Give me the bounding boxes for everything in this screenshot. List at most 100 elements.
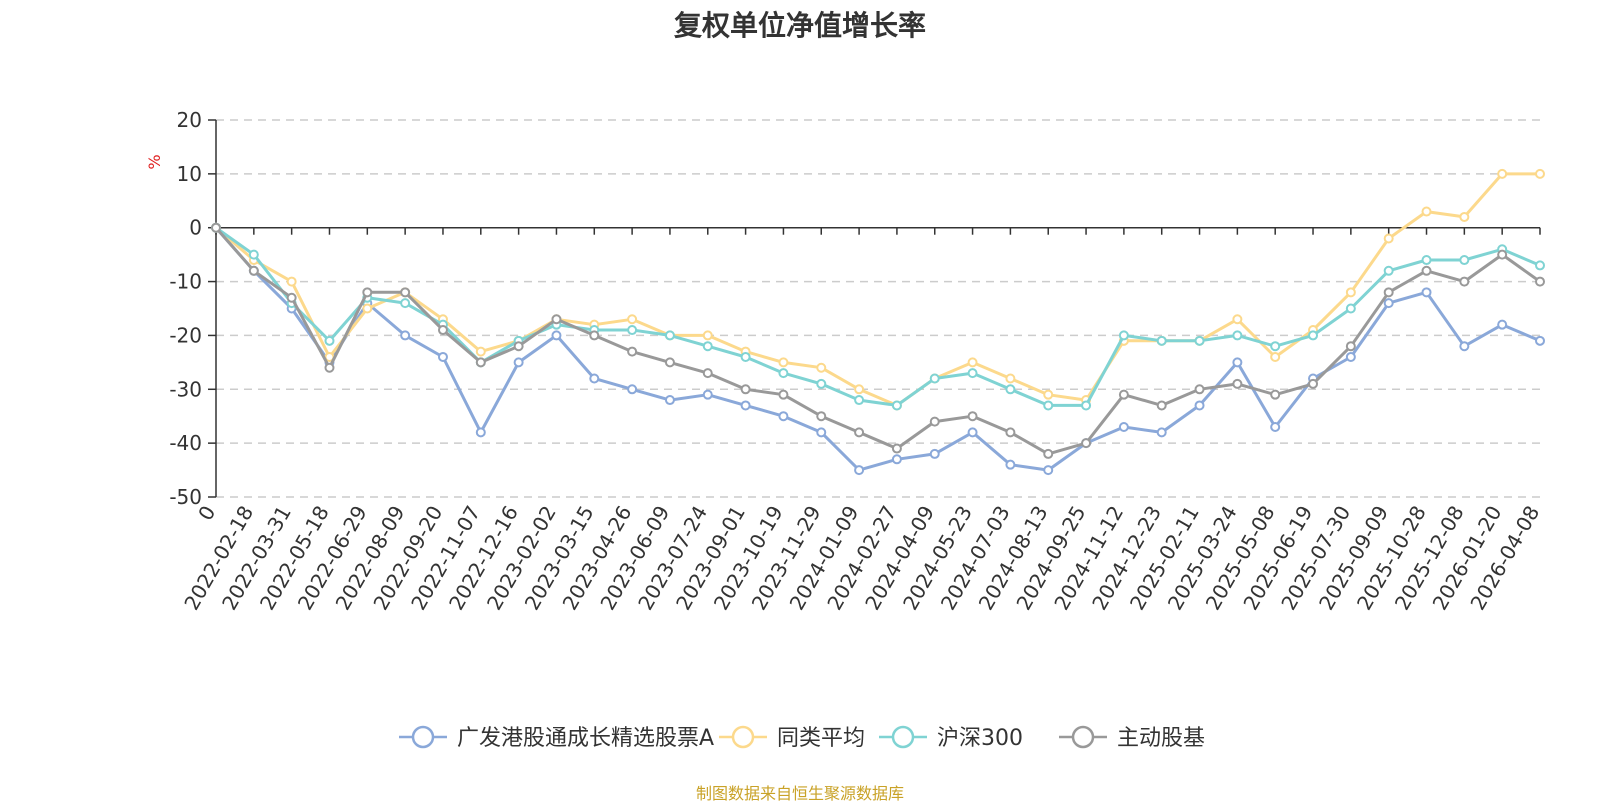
y-tick-label: -40 — [169, 431, 202, 455]
series-1-point — [702, 389, 713, 400]
series-4-point — [589, 330, 600, 341]
series-1-point — [627, 384, 638, 395]
series-4-point — [400, 287, 411, 298]
legend-label-2: 同类平均 — [777, 726, 865, 751]
series-4-point — [740, 384, 751, 395]
series-3-point — [929, 373, 940, 384]
grid-lines — [216, 119, 1540, 498]
series-1-point — [513, 357, 524, 368]
series-4-point — [1081, 438, 1092, 449]
series-3-point — [1459, 255, 1470, 266]
legend: 广发港股通成长精选股票A 同类平均 沪深300 主动股基 — [399, 725, 1205, 751]
series-line-3 — [215, 226, 1541, 407]
series-1-point — [664, 395, 675, 406]
series-2-point — [816, 362, 827, 373]
series-3-point — [248, 249, 259, 260]
series-2-point — [702, 330, 713, 341]
series-2-point — [1232, 314, 1243, 325]
series-2-point — [854, 384, 865, 395]
series-2-point — [1270, 351, 1281, 362]
legend-swatch-marker — [411, 725, 435, 749]
y-tick-label: 20 — [177, 108, 202, 132]
series-1-point — [1497, 319, 1508, 330]
series-3-point — [324, 335, 335, 346]
series-line-2 — [215, 172, 1540, 407]
series-4-point — [513, 341, 524, 352]
series-1-point — [854, 465, 865, 476]
y-tick-label: -30 — [169, 377, 202, 401]
series-4-point — [1194, 384, 1205, 395]
series-lines — [211, 168, 1545, 476]
series-2-point — [286, 276, 297, 287]
series-3-point — [1156, 335, 1167, 346]
series-3-point — [854, 395, 865, 406]
series-4-point — [664, 357, 675, 368]
x-tick-label: 0 — [193, 502, 220, 525]
series-2-point — [1421, 206, 1432, 217]
series-3-point — [1308, 330, 1319, 341]
series-2-point — [627, 314, 638, 325]
series-3-point — [1383, 265, 1394, 276]
series-2-point — [1497, 168, 1508, 179]
series-1-point — [1194, 400, 1205, 411]
series-2-point — [1383, 233, 1394, 244]
series-4-point — [362, 287, 373, 298]
series-4-point — [854, 427, 865, 438]
series-3-point — [740, 351, 751, 362]
y-tick-label: 10 — [177, 162, 202, 186]
legend-swatch-marker — [1071, 725, 1095, 749]
series-2-point — [778, 357, 789, 368]
series-1-point — [1118, 421, 1129, 432]
series-1-point — [967, 427, 978, 438]
legend-swatch-marker — [891, 725, 915, 749]
series-3-point — [1232, 330, 1243, 341]
series-3-point — [1535, 260, 1545, 271]
series-3-point — [1005, 384, 1016, 395]
series-3-point — [702, 341, 713, 352]
series-1-point — [1535, 335, 1545, 346]
series-3-point — [1194, 335, 1205, 346]
legend-swatch-marker — [731, 725, 755, 749]
series-1-point — [816, 427, 827, 438]
series-1-point — [1005, 459, 1016, 470]
series-4-point — [437, 325, 448, 336]
y-tick-label: 0 — [189, 216, 202, 240]
series-1-point — [1156, 427, 1167, 438]
series-3-point — [1043, 400, 1054, 411]
series-4-point — [1005, 427, 1016, 438]
series-3-point — [891, 400, 902, 411]
series-2-point — [1459, 211, 1470, 222]
series-4-point — [1156, 400, 1167, 411]
series-4-point — [816, 411, 827, 422]
series-4-point — [286, 292, 297, 303]
series-1-point — [929, 448, 940, 459]
series-4-point — [211, 222, 221, 233]
series-1-point — [475, 427, 486, 438]
series-4-point — [1232, 378, 1243, 389]
legend-label-4: 主动股基 — [1117, 726, 1205, 751]
series-3-point — [400, 298, 411, 309]
series-4-point — [324, 362, 335, 373]
series-line-4 — [214, 226, 1541, 456]
series-4-point — [1270, 389, 1281, 400]
series-4-point — [1535, 276, 1545, 287]
series-4-point — [891, 443, 902, 454]
series-3-point — [664, 330, 675, 341]
series-1-point — [1232, 357, 1243, 368]
series-2-point — [362, 303, 373, 314]
series-1-point — [400, 330, 411, 341]
chart-title: 复权单位净值增长率 — [673, 9, 926, 42]
series-4-point — [1345, 341, 1356, 352]
series-4-point — [627, 346, 638, 357]
series-1-point — [551, 330, 562, 341]
series-2-point — [1043, 389, 1054, 400]
series-4-point — [702, 368, 713, 379]
series-4-point — [1043, 448, 1054, 459]
series-4-point — [1383, 287, 1394, 298]
y-axis-unit: % — [145, 154, 164, 169]
series-4-point — [1459, 276, 1470, 287]
series-3-point — [816, 378, 827, 389]
series-1-point — [1383, 298, 1394, 309]
series-1-point — [1345, 351, 1356, 362]
